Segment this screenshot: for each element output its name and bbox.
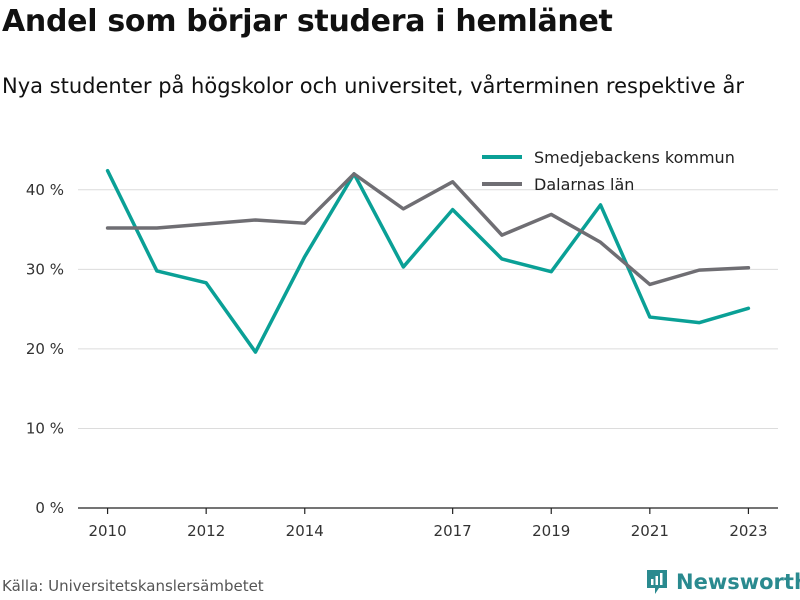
axes: 0 % 10 % 20 % 30 % 40 % 2010 2012 2014 2017 2019 2… — [26, 181, 778, 540]
chart-title: Andel som börjar studera i hemlänet — [2, 4, 613, 39]
x-tick-label: 2019 — [532, 522, 570, 540]
series-line-dalarnas-lan — [105, 172, 751, 287]
chart-subtitle: Nya studenter på högskolor och universit… — [2, 74, 744, 98]
legend-label: Smedjebackens kommun — [534, 148, 735, 167]
x-tick-label: 2021 — [631, 522, 669, 540]
series-lines — [105, 168, 751, 354]
gridlines — [78, 189, 778, 429]
y-tick-label: 20 % — [26, 340, 64, 358]
y-tick-label: 40 % — [26, 181, 64, 199]
x-tick-label: 2010 — [88, 522, 126, 540]
x-tick-label: 2012 — [187, 522, 225, 540]
line-chart: 0 % 10 % 20 % 30 % 40 % 2010 2012 2014 2017 2019 2… — [26, 148, 778, 540]
source-note: Källa: Universitetskanslersämbetet — [2, 577, 264, 595]
y-tick-label: 10 % — [26, 419, 64, 437]
y-tick-label: 0 % — [35, 499, 64, 517]
newsworthy-logo-icon — [647, 570, 667, 594]
x-tick-label: 2017 — [434, 522, 472, 540]
x-tick-label: 2023 — [729, 522, 767, 540]
brand-name: Newsworthy — [676, 570, 800, 594]
brand-logo: Newsworthy — [645, 568, 800, 596]
x-tick-label: 2014 — [286, 522, 324, 540]
legend: Smedjebackens kommun Dalarnas län — [482, 148, 735, 194]
series-line-smedjebackens-kommun — [105, 168, 751, 354]
legend-label: Dalarnas län — [534, 175, 634, 194]
y-tick-label: 30 % — [26, 260, 64, 278]
